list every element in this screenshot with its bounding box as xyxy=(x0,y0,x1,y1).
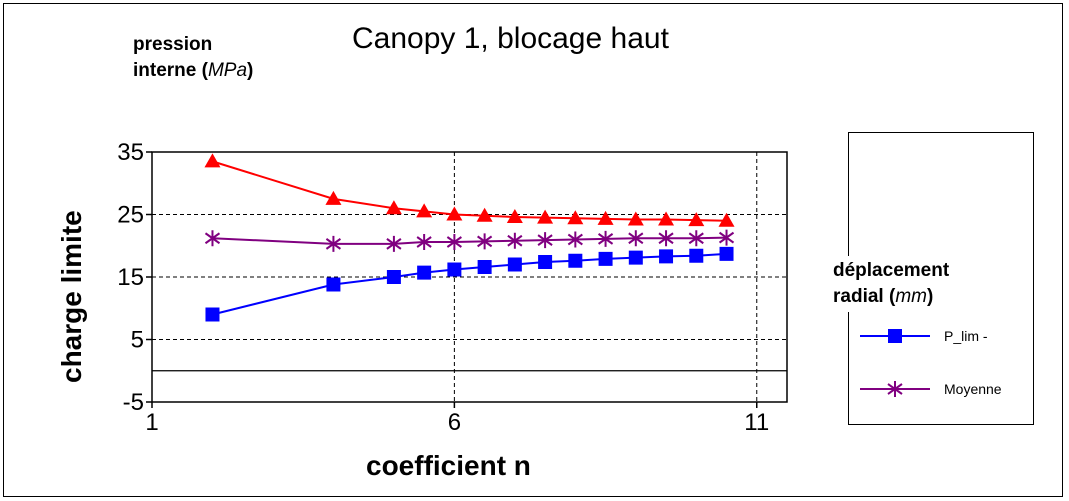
y-unit-word-2: interne ( xyxy=(133,60,208,81)
data-point-1 xyxy=(386,270,401,284)
asterisk-stroke xyxy=(507,234,523,247)
legend-label: P_lim - xyxy=(944,328,988,344)
y-unit-label: pression interne (MPa) xyxy=(133,32,253,84)
data-point-1 xyxy=(659,249,674,264)
data-point-0 xyxy=(506,209,523,223)
x-tick-label: 1 xyxy=(145,409,158,436)
asterisk-stroke xyxy=(658,232,674,245)
data-point-1 xyxy=(477,260,492,274)
asterisk-stroke xyxy=(446,236,462,248)
series-line-2 xyxy=(212,236,727,245)
data-point-2 xyxy=(477,233,493,250)
data-point-0 xyxy=(627,211,644,226)
data-point-2 xyxy=(507,232,523,249)
data-point-1 xyxy=(417,265,432,280)
y-unit-suffix: ) xyxy=(247,60,254,81)
data-point-0 xyxy=(537,209,554,224)
x-unit-word-1: déplacement xyxy=(833,260,950,281)
y-unit-word-1: pression xyxy=(133,34,213,55)
data-point-2 xyxy=(718,229,735,246)
data-point-1 xyxy=(507,257,522,272)
data-point-2 xyxy=(597,230,614,247)
data-point-2 xyxy=(567,231,583,248)
asterisk-stroke xyxy=(537,234,553,246)
y-unit: MPa xyxy=(207,60,248,81)
data-point-0 xyxy=(325,190,342,205)
asterisk-stroke xyxy=(386,238,402,250)
asterisk-stroke xyxy=(628,232,644,245)
data-point-1 xyxy=(447,262,462,277)
data-point-1 xyxy=(628,250,643,265)
y-tick-label: -5 xyxy=(123,389,144,416)
chart-border xyxy=(3,3,1063,497)
x-unit-word-2: radial ( xyxy=(833,286,896,307)
legend-marker xyxy=(887,381,903,397)
data-point-0 xyxy=(446,206,463,221)
chart-title: Canopy 1, blocage haut xyxy=(352,22,669,55)
data-point-0 xyxy=(688,212,705,227)
data-point-2 xyxy=(628,230,644,247)
data-point-1 xyxy=(568,253,583,268)
data-point-1 xyxy=(598,251,613,266)
asterisk-stroke xyxy=(718,231,735,244)
legend-marker xyxy=(888,329,902,343)
x-unit-label: déplacement radial (mm) xyxy=(833,256,958,312)
data-point-2 xyxy=(386,235,402,252)
asterisk-stroke xyxy=(204,232,221,245)
asterisk-stroke xyxy=(416,236,432,248)
x-tick-label: 6 xyxy=(448,409,461,436)
data-point-1 xyxy=(326,277,341,292)
legend-label: Moyenne xyxy=(944,381,1002,397)
series-line-0 xyxy=(212,160,727,222)
data-point-0 xyxy=(204,153,221,168)
x-tick-label: 11 xyxy=(744,409,769,436)
asterisk-stroke xyxy=(688,232,704,245)
data-point-2 xyxy=(537,232,553,249)
asterisk-stroke xyxy=(887,383,903,395)
y-tick-label: 35 xyxy=(117,139,144,166)
y-axis-label: charge limite xyxy=(56,210,87,383)
x-unit-suffix: ) xyxy=(926,286,934,307)
data-point-0 xyxy=(658,211,675,226)
asterisk-stroke xyxy=(597,233,614,245)
data-point-2 xyxy=(446,234,462,250)
data-point-0 xyxy=(718,212,735,227)
asterisk-stroke xyxy=(567,233,583,246)
data-point-2 xyxy=(204,230,221,247)
data-point-0 xyxy=(476,207,493,222)
x-unit: mm xyxy=(895,286,927,307)
data-point-2 xyxy=(325,235,342,252)
data-point-0 xyxy=(416,203,433,218)
data-point-1 xyxy=(689,248,704,263)
data-point-0 xyxy=(597,210,614,225)
data-point-1 xyxy=(205,307,220,322)
y-tick-label: 5 xyxy=(131,327,144,354)
data-point-2 xyxy=(416,234,432,250)
x-axis-label: coefficient n xyxy=(366,450,531,481)
data-point-0 xyxy=(385,200,402,215)
y-tick-label: 15 xyxy=(117,264,144,291)
asterisk-stroke xyxy=(325,238,342,250)
y-tick-label: 25 xyxy=(117,202,144,229)
data-point-1 xyxy=(538,255,553,269)
data-point-0 xyxy=(567,210,584,225)
data-point-1 xyxy=(719,246,734,261)
data-point-2 xyxy=(688,230,704,247)
asterisk-stroke xyxy=(477,235,493,248)
data-point-2 xyxy=(658,230,674,247)
